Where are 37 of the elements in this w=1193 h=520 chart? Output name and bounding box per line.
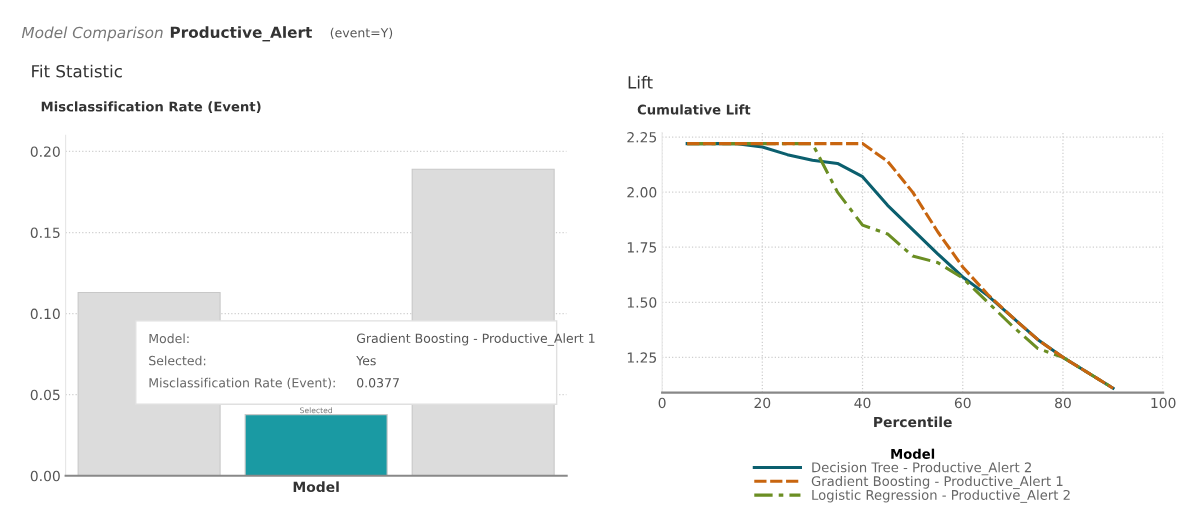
y-tick-label: 0.15 bbox=[30, 227, 60, 238]
y-axis-title: Cumulative Lift bbox=[637, 104, 751, 115]
bar bbox=[244, 414, 388, 476]
y-tick-label: 0.00 bbox=[30, 470, 60, 482]
x-tick-label: 0 bbox=[658, 397, 666, 409]
y-tick-label: 2.25 bbox=[627, 131, 657, 143]
chart-title: Lift bbox=[628, 75, 653, 89]
text: Productive_Alert bbox=[170, 26, 312, 42]
y-axis-title: Misclassification Rate (Event) bbox=[41, 101, 261, 114]
annotation: 0.0377 bbox=[357, 378, 399, 388]
x-axis-title: Model bbox=[293, 481, 339, 493]
text: (event=Y) bbox=[330, 27, 393, 39]
chart-title: Fit Statistic bbox=[32, 64, 122, 78]
x-axis-title: Percentile bbox=[874, 416, 952, 428]
annotation: Yes bbox=[356, 356, 376, 366]
line-series bbox=[685, 142, 1115, 390]
legend-label: Logistic Regression - Productive_Alert 2 bbox=[812, 489, 1070, 503]
legend-label: Gradient Boosting - Productive_Alert 1 bbox=[811, 475, 1063, 490]
legend-label: Decision Tree - Productive_Alert 2 bbox=[812, 462, 1031, 476]
annotation: Selected: bbox=[149, 355, 206, 366]
annotation: Misclassification Rate (Event): bbox=[149, 377, 335, 389]
y-tick-label: 1.50 bbox=[627, 297, 657, 308]
x-tick-label: 80 bbox=[1055, 397, 1071, 409]
y-tick-label: 0.05 bbox=[30, 389, 60, 401]
y-tick-label: 1.75 bbox=[627, 242, 657, 253]
y-tick-label: 0.10 bbox=[30, 308, 60, 320]
y-tick-label: 2.00 bbox=[627, 187, 657, 198]
x-tick-label: 40 bbox=[854, 397, 871, 409]
text: Model Comparison bbox=[21, 26, 163, 42]
annotation: Model: bbox=[149, 333, 189, 344]
annotation: Gradient Boosting - Productive_Alert 1 bbox=[356, 333, 595, 346]
x-tick-label: 100 bbox=[1151, 397, 1176, 409]
legend-title: Model bbox=[891, 448, 935, 459]
x-tick-label: 60 bbox=[954, 397, 971, 409]
y-tick-label: 0.20 bbox=[30, 146, 60, 157]
x-tick-label: 20 bbox=[754, 397, 771, 409]
y-tick-label: 1.25 bbox=[627, 352, 657, 363]
